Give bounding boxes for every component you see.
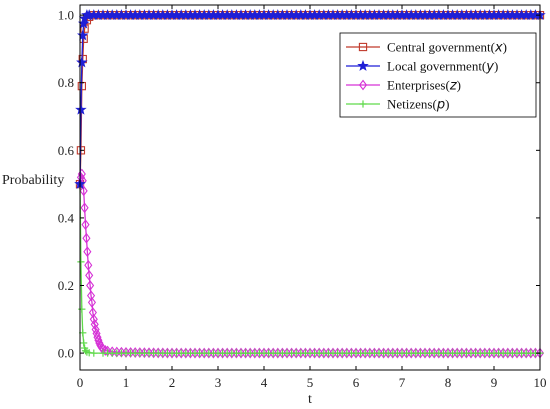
y-tick-label: 1.0 bbox=[58, 8, 74, 23]
legend-label-var: z bbox=[449, 79, 458, 94]
data-point bbox=[77, 258, 85, 266]
legend-label: Central government(x) bbox=[387, 40, 507, 56]
legend-label-var: y bbox=[485, 60, 494, 75]
x-tick-label: 6 bbox=[353, 375, 360, 390]
data-point bbox=[81, 219, 90, 231]
series-plus bbox=[76, 180, 544, 357]
legend-item: Netizens(p) bbox=[346, 97, 449, 113]
data-point bbox=[89, 313, 98, 325]
data-point bbox=[88, 307, 97, 318]
legend-label-main: Enterprises( bbox=[387, 78, 450, 93]
x-tick-label: 10 bbox=[534, 375, 547, 390]
y-tick-label: 0.0 bbox=[58, 346, 74, 361]
legend-label-main: Netizens( bbox=[387, 97, 437, 112]
legend-label-var: p bbox=[436, 98, 445, 113]
data-point bbox=[76, 56, 88, 68]
legend-marker-icon bbox=[358, 79, 368, 91]
legend-item: Local government(y) bbox=[346, 59, 498, 75]
data-point bbox=[83, 246, 92, 258]
data-point bbox=[94, 334, 103, 346]
x-tick-label: 1 bbox=[123, 375, 130, 390]
data-point bbox=[78, 305, 86, 313]
legend-marker-icon bbox=[359, 100, 367, 108]
legend-marker-icon bbox=[357, 59, 369, 71]
y-tick-label: 0.8 bbox=[58, 75, 74, 90]
legend-label-var: x bbox=[494, 41, 503, 56]
data-point bbox=[85, 269, 94, 281]
series-star bbox=[74, 9, 546, 190]
legend-label: Local government(y) bbox=[387, 59, 498, 75]
x-axis-label: t bbox=[308, 392, 312, 407]
legend-item: Central government(x) bbox=[346, 40, 507, 56]
legend-label: Netizens(p) bbox=[387, 97, 449, 113]
legend: Central government(x)Local government(y)… bbox=[339, 32, 537, 118]
data-point bbox=[91, 324, 100, 335]
data-point bbox=[82, 232, 91, 244]
data-point bbox=[90, 349, 98, 357]
x-tick-label: 8 bbox=[445, 375, 452, 390]
legend-label-close: ) bbox=[445, 97, 449, 112]
data-point bbox=[80, 339, 88, 347]
y-tick-label: 0.2 bbox=[58, 278, 74, 293]
legend-label-close: ) bbox=[503, 40, 507, 55]
data-point bbox=[86, 290, 96, 302]
data-point bbox=[80, 202, 89, 214]
data-point bbox=[75, 103, 87, 115]
x-tick-label: 3 bbox=[215, 375, 222, 390]
data-point bbox=[79, 185, 88, 197]
x-tick-label: 5 bbox=[307, 375, 314, 390]
legend-label-close: ) bbox=[494, 59, 498, 74]
x-tick-label: 0 bbox=[77, 375, 84, 390]
data-point bbox=[86, 280, 95, 291]
x-tick-label: 2 bbox=[169, 375, 176, 390]
ticks-layer: 0 1 2 3 4 5 6 7 8 9 10 0.0 0.2 0.4 0.6 0.8 1.0 bbox=[58, 5, 547, 390]
data-point bbox=[90, 318, 99, 330]
y-axis-label: Probability bbox=[2, 173, 64, 188]
data-point bbox=[101, 344, 110, 356]
legend-label-main: Central government( bbox=[387, 40, 495, 55]
x-tick-label: 7 bbox=[399, 375, 406, 390]
x-tick-label: 9 bbox=[491, 375, 498, 390]
y-tick-label: 0.6 bbox=[58, 143, 75, 158]
series-layer bbox=[74, 9, 546, 359]
legend-item: Enterprises(z) bbox=[346, 78, 461, 94]
data-point bbox=[87, 296, 97, 308]
data-point bbox=[81, 347, 90, 355]
y-tick-label: 0.4 bbox=[58, 210, 75, 225]
data-point bbox=[84, 259, 93, 271]
legend-label-main: Local government( bbox=[387, 59, 486, 74]
legend-label: Enterprises(z) bbox=[387, 78, 461, 94]
x-tick-label: 4 bbox=[261, 375, 268, 390]
data-point bbox=[76, 29, 89, 41]
legend-marker-icon bbox=[358, 42, 368, 52]
legend-label-close: ) bbox=[457, 78, 461, 93]
